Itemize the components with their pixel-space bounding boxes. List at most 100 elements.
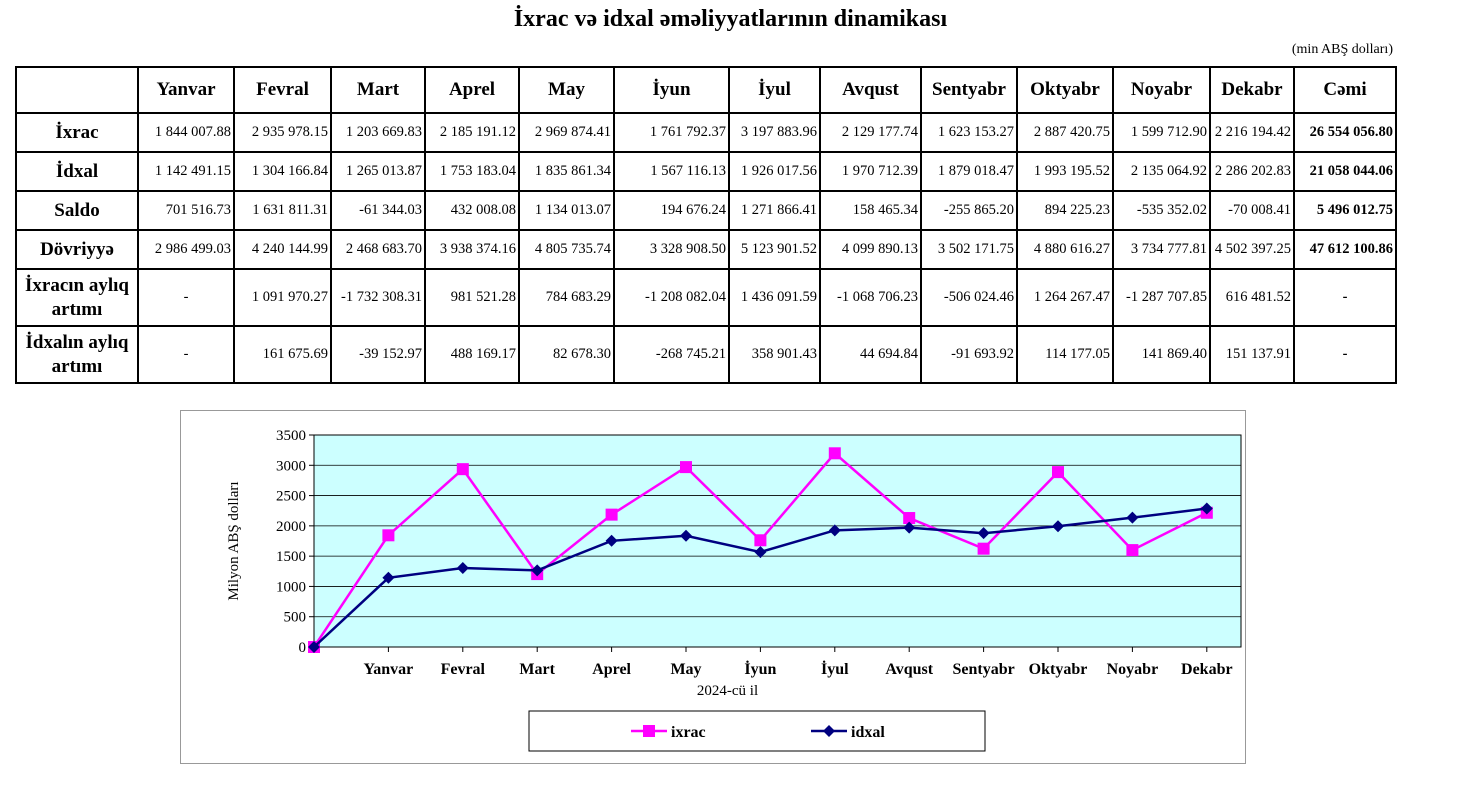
table-cell: 358 901.43 bbox=[728, 325, 821, 384]
row-label: İxracın aylıq artımı bbox=[15, 268, 139, 327]
data-point-ixrac bbox=[977, 542, 990, 555]
table-cell: -61 344.03 bbox=[330, 190, 426, 231]
x-tick-label: İyun bbox=[744, 659, 776, 678]
x-tick-label: Fevral bbox=[441, 661, 486, 678]
data-point-ixrac bbox=[1126, 544, 1139, 557]
y-tick-label: 2000 bbox=[276, 519, 306, 535]
table-cell: 701 516.73 bbox=[137, 190, 235, 231]
table-cell: 2 986 499.03 bbox=[137, 229, 235, 270]
table-cell: -70 008.41 bbox=[1209, 190, 1295, 231]
table-cell: -39 152.97 bbox=[330, 325, 426, 384]
x-tick-label: May bbox=[670, 661, 701, 678]
table-row: Dövriyyə 2 986 499.03 4 240 144.99 2 468 68… bbox=[15, 229, 1397, 270]
data-point-idxal bbox=[308, 641, 320, 653]
x-tick-label: Avqust bbox=[885, 661, 933, 678]
data-point-idxal bbox=[680, 529, 692, 542]
table-cell: 1 271 866.41 bbox=[728, 190, 821, 231]
row-label: Saldo bbox=[15, 190, 139, 231]
x-axis-label: 2024-cü il bbox=[697, 683, 758, 699]
data-point-idxal bbox=[754, 546, 767, 559]
table-cell: -506 024.46 bbox=[920, 268, 1018, 327]
data-point-idxal bbox=[828, 524, 841, 537]
data-point-idxal bbox=[1052, 520, 1064, 533]
table-cell: 3 197 883.96 bbox=[728, 112, 821, 153]
plot-area bbox=[313, 434, 1242, 648]
table-cell: - bbox=[137, 268, 235, 327]
table-cell: 158 465.34 bbox=[819, 190, 922, 231]
table-cell: 1 142 491.15 bbox=[137, 151, 235, 192]
table-cell: 1 599 712.90 bbox=[1112, 112, 1211, 153]
column-header: Fevral bbox=[233, 66, 332, 114]
table-cell: -268 745.21 bbox=[613, 325, 730, 384]
table-cell: 114 177.05 bbox=[1016, 325, 1114, 384]
table-cell: 1 623 153.27 bbox=[920, 112, 1018, 153]
line-chart: 0 500 1000 1500 2000 2500 3000 3500 Yanvar Fevral… bbox=[226, 428, 1242, 752]
data-point-ixrac bbox=[382, 529, 395, 542]
data-point-idxal bbox=[382, 571, 395, 584]
table-cell: 141 869.40 bbox=[1112, 325, 1211, 384]
table-cell: 1 134 013.07 bbox=[518, 190, 615, 231]
table-cell: 2 969 874.41 bbox=[518, 112, 615, 153]
table-cell: 3 328 908.50 bbox=[613, 229, 730, 270]
table-cell: 4 805 735.74 bbox=[518, 229, 615, 270]
table-cell: 432 008.08 bbox=[424, 190, 520, 231]
table-cell: 1 993 195.52 bbox=[1016, 151, 1114, 192]
table-cell: 1 091 970.27 bbox=[233, 268, 332, 327]
legend-marker bbox=[823, 725, 835, 737]
column-header: Dekabr bbox=[1209, 66, 1295, 114]
column-header: Avqust bbox=[819, 66, 922, 114]
table-cell: 21 058 044.06 bbox=[1293, 151, 1397, 192]
x-tick-label: Oktyabr bbox=[1029, 661, 1088, 678]
table-cell: 1 879 018.47 bbox=[920, 151, 1018, 192]
column-header bbox=[15, 66, 139, 114]
chart-container: 0 500 1000 1500 2000 2500 3000 3500 Yanvar Fevral… bbox=[180, 410, 1246, 764]
table-cell: 47 612 100.86 bbox=[1293, 229, 1397, 270]
y-tick-label: 3500 bbox=[276, 428, 306, 444]
table-cell: 1 304 166.84 bbox=[233, 151, 332, 192]
y-tick-label: 1000 bbox=[276, 579, 306, 595]
table-cell: 1 436 091.59 bbox=[728, 268, 821, 327]
row-label: İdxalın aylıq artımı bbox=[15, 325, 139, 384]
column-header: Sentyabr bbox=[920, 66, 1018, 114]
table-cell: -535 352.02 bbox=[1112, 190, 1211, 231]
legend-marker bbox=[643, 725, 655, 737]
table-cell: 981 521.28 bbox=[424, 268, 520, 327]
table-cell: 151 137.91 bbox=[1209, 325, 1295, 384]
y-tick-label: 1500 bbox=[276, 549, 306, 565]
table-cell: -1 208 082.04 bbox=[613, 268, 730, 327]
data-point-idxal bbox=[977, 527, 990, 540]
x-tick-label: İyul bbox=[821, 659, 849, 678]
data-point-ixrac bbox=[680, 461, 692, 474]
table-cell: 161 675.69 bbox=[233, 325, 332, 384]
table-cell: 4 099 890.13 bbox=[819, 229, 922, 270]
table-cell: - bbox=[137, 325, 235, 384]
table-cell: 194 676.24 bbox=[613, 190, 730, 231]
column-header: May bbox=[518, 66, 615, 114]
table-row: İxracın aylıq artımı -1 091 970.27 -1 732 … bbox=[15, 268, 1397, 327]
table-row: Saldo 701 516.73 1 631 811.31 -61 344.03 432… bbox=[15, 190, 1397, 231]
column-header: Aprel bbox=[424, 66, 520, 114]
x-tick-label: Mart bbox=[519, 661, 555, 678]
column-header: Noyabr bbox=[1112, 66, 1211, 114]
table-cell: -255 865.20 bbox=[920, 190, 1018, 231]
data-point-ixrac bbox=[828, 447, 841, 460]
x-tick-label: Dekabr bbox=[1181, 661, 1233, 678]
table-cell: 2 135 064.92 bbox=[1112, 151, 1211, 192]
data-point-ixrac bbox=[1052, 466, 1064, 479]
table-cell: 1 753 183.04 bbox=[424, 151, 520, 192]
table-cell: -91 693.92 bbox=[920, 325, 1018, 384]
table-cell: 1 761 792.37 bbox=[613, 112, 730, 153]
data-point-idxal bbox=[456, 562, 469, 575]
data-point-idxal bbox=[531, 564, 544, 577]
table-cell: 2 468 683.70 bbox=[330, 229, 426, 270]
data-table: Yanvar Fevral Mart Aprel May İyun İyul Avqust Se… bbox=[15, 66, 1397, 384]
table-cell: 4 502 397.25 bbox=[1209, 229, 1295, 270]
x-tick-label: Yanvar bbox=[364, 661, 414, 678]
table-cell: 2 286 202.83 bbox=[1209, 151, 1295, 192]
y-tick-label: 2500 bbox=[276, 489, 306, 505]
unit-label: (min ABŞ dolları) bbox=[1291, 42, 1393, 57]
table-cell: 2 129 177.74 bbox=[819, 112, 922, 153]
table-cell: - bbox=[1293, 325, 1397, 384]
table-cell: 4 240 144.99 bbox=[233, 229, 332, 270]
data-point-ixrac bbox=[903, 512, 916, 525]
